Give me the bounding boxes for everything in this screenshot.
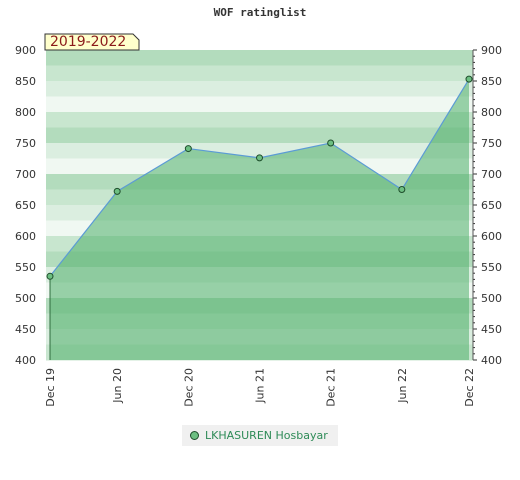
data-point bbox=[465, 75, 473, 83]
background-band bbox=[46, 112, 473, 128]
y-tick-label: 500 bbox=[15, 292, 36, 305]
period-badge: 2019-2022 bbox=[44, 33, 140, 51]
series-area bbox=[50, 79, 469, 360]
y-tick-label: 650 bbox=[481, 199, 502, 212]
y-tick-label: 550 bbox=[481, 261, 502, 274]
period-badge-label: 2019-2022 bbox=[50, 34, 126, 50]
x-axis: Dec 19 Jun 20 Dec 20 Jun 21 Dec 21 Jun 22 Dec … bbox=[44, 368, 476, 407]
y-tick-label: 550 bbox=[15, 261, 36, 274]
y-tick-label: 600 bbox=[15, 230, 36, 243]
chart-title: WOF ratinglist bbox=[213, 6, 307, 19]
background-band bbox=[46, 50, 473, 66]
y-tick-label: 900 bbox=[481, 44, 502, 57]
y-tick-label: 800 bbox=[481, 106, 502, 119]
x-tick-label: Jun 21 bbox=[254, 368, 267, 404]
y-tick-label: 450 bbox=[481, 323, 502, 336]
x-tick-label: Jun 20 bbox=[111, 368, 124, 404]
y-tick-label: 500 bbox=[481, 292, 502, 305]
data-points bbox=[46, 75, 473, 280]
data-point bbox=[398, 186, 406, 193]
y-tick-label: 900 bbox=[15, 44, 36, 57]
background-band bbox=[46, 81, 473, 97]
legend: LKHASUREN Hosbayar bbox=[182, 425, 338, 446]
y-tick-label: 650 bbox=[15, 199, 36, 212]
x-tick-label: Dec 19 bbox=[44, 368, 57, 407]
data-point bbox=[113, 187, 121, 195]
legend-marker bbox=[190, 431, 199, 440]
y-tick-label: 850 bbox=[481, 75, 502, 88]
y-tick-label: 700 bbox=[481, 168, 502, 181]
x-tick-label: Jun 22 bbox=[396, 368, 409, 404]
background-band bbox=[46, 127, 473, 144]
y-tick-label: 850 bbox=[15, 75, 36, 88]
x-tick-label: Dec 21 bbox=[325, 368, 338, 407]
y-tick-label: 450 bbox=[15, 323, 36, 336]
data-point bbox=[327, 139, 335, 147]
y-axis-left: 400 450 500 550 600 650 700 750 800 850 900 bbox=[15, 44, 36, 367]
y-tick-label: 750 bbox=[15, 137, 36, 150]
data-point bbox=[46, 272, 54, 280]
data-point bbox=[184, 145, 192, 153]
y-tick-label: 400 bbox=[481, 354, 502, 367]
y-tick-label: 700 bbox=[15, 168, 36, 181]
background-band bbox=[46, 96, 473, 113]
background-band bbox=[46, 143, 473, 159]
x-tick-label: Dec 20 bbox=[182, 368, 195, 407]
x-tick-label: Dec 22 bbox=[463, 368, 476, 407]
series-fill bbox=[50, 79, 469, 360]
data-point bbox=[256, 154, 263, 162]
y-tick-label: 750 bbox=[481, 137, 502, 150]
background-band bbox=[46, 65, 473, 82]
y-tick-label: 400 bbox=[15, 354, 36, 367]
y-tick-label: 800 bbox=[15, 106, 36, 119]
y-tick-label: 600 bbox=[481, 230, 502, 243]
legend-label: LKHASUREN Hosbayar bbox=[205, 429, 328, 442]
y-axis-right: 400 450 500 550 600 650 700 750 800 850 900 bbox=[472, 44, 502, 367]
